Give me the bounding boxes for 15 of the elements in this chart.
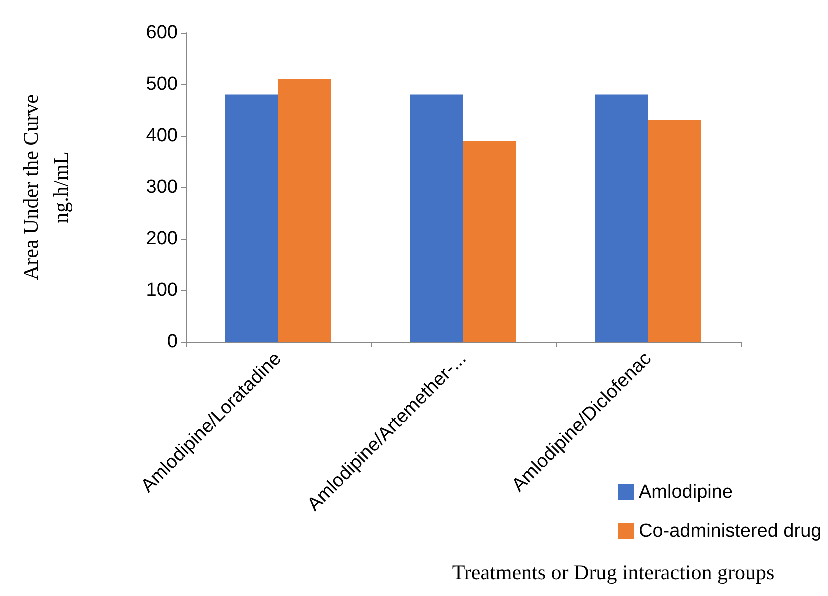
y-tick-label: 200 <box>146 228 178 250</box>
y-tick-label: 500 <box>146 74 178 95</box>
y-tick-label: 100 <box>146 280 178 301</box>
bar <box>226 94 278 342</box>
bar <box>278 79 332 342</box>
bar <box>464 141 516 342</box>
bar <box>596 94 648 342</box>
x-axis-title: Treatments or Drug interaction groups <box>452 560 775 584</box>
y-axis-title: Area Under the Curve ng.h/mL <box>19 94 73 281</box>
y-tick-label: 400 <box>146 126 178 146</box>
y-tick-label: 0 <box>167 332 178 352</box>
y-tick-label: 300 <box>146 177 178 198</box>
y-tick-label: 600 <box>146 22 178 44</box>
bar <box>410 94 464 342</box>
bar <box>648 120 702 342</box>
